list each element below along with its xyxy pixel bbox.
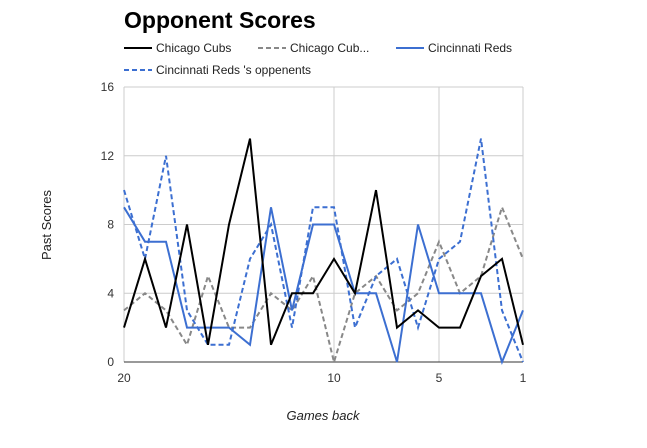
legend-label-3: Cincinnati Reds 's oppenents xyxy=(156,63,311,77)
y-tick-label: 4 xyxy=(107,286,114,300)
legend-label-0: Chicago Cubs xyxy=(156,41,231,55)
legend-label-2: Cincinnati Reds xyxy=(428,41,512,55)
y-tick-label: 16 xyxy=(101,80,115,94)
chart-legend: Chicago Cubs Chicago Cub... Cincinnati Red… xyxy=(124,41,512,77)
chart-series-lines xyxy=(123,138,524,366)
y-axis-title: Past Scores xyxy=(39,189,54,260)
series-line-2 xyxy=(123,206,524,365)
x-tick-label: 1 xyxy=(520,371,527,385)
y-tick-label: 12 xyxy=(101,149,115,163)
y-tick-label: 0 xyxy=(107,355,114,369)
series-line-0 xyxy=(123,138,524,346)
legend-label-1: Chicago Cub... xyxy=(290,41,369,55)
chart-title: Opponent Scores xyxy=(124,7,316,33)
y-tick-label: 8 xyxy=(107,218,114,232)
x-tick-label: 5 xyxy=(436,371,443,385)
x-tick-label: 10 xyxy=(327,371,341,385)
series-line-1 xyxy=(123,204,524,366)
series-line-3 xyxy=(123,138,524,363)
x-tick-label: 20 xyxy=(117,371,131,385)
chart-tick-labels: 0 4 8 12 16 20 10 5 1 xyxy=(101,80,527,385)
x-axis-title: Games back xyxy=(287,408,361,423)
